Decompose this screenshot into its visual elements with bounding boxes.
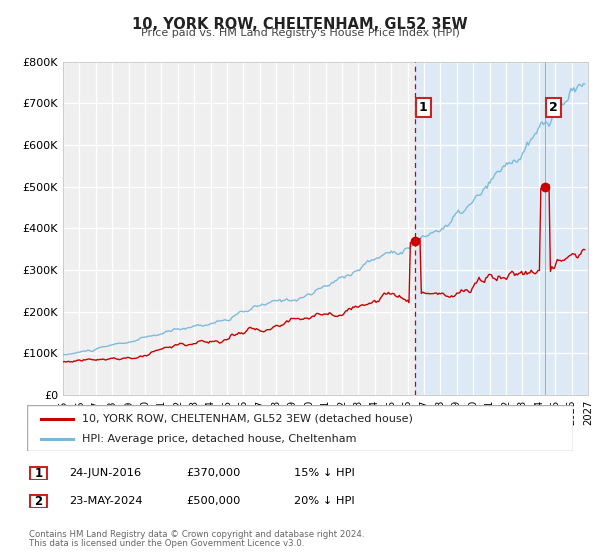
Text: 1: 1	[419, 101, 428, 114]
Text: 10, YORK ROW, CHELTENHAM, GL52 3EW (detached house): 10, YORK ROW, CHELTENHAM, GL52 3EW (deta…	[82, 414, 412, 424]
FancyBboxPatch shape	[30, 494, 47, 508]
Text: 2: 2	[34, 494, 43, 508]
Text: 2: 2	[548, 101, 557, 114]
Text: 20% ↓ HPI: 20% ↓ HPI	[294, 496, 355, 506]
Text: 24-JUN-2016: 24-JUN-2016	[69, 468, 141, 478]
Text: This data is licensed under the Open Government Licence v3.0.: This data is licensed under the Open Gov…	[29, 539, 304, 548]
Text: HPI: Average price, detached house, Cheltenham: HPI: Average price, detached house, Chel…	[82, 434, 356, 444]
Text: 1: 1	[34, 466, 43, 480]
FancyBboxPatch shape	[27, 405, 573, 451]
Text: Price paid vs. HM Land Registry's House Price Index (HPI): Price paid vs. HM Land Registry's House …	[140, 28, 460, 38]
Text: 15% ↓ HPI: 15% ↓ HPI	[294, 468, 355, 478]
Text: Contains HM Land Registry data © Crown copyright and database right 2024.: Contains HM Land Registry data © Crown c…	[29, 530, 364, 539]
FancyBboxPatch shape	[30, 466, 47, 480]
Text: 23-MAY-2024: 23-MAY-2024	[69, 496, 143, 506]
Bar	[415, 62, 596, 395]
Text: 10, YORK ROW, CHELTENHAM, GL52 3EW: 10, YORK ROW, CHELTENHAM, GL52 3EW	[132, 17, 468, 32]
Text: £500,000: £500,000	[186, 496, 241, 506]
Text: £370,000: £370,000	[186, 468, 241, 478]
